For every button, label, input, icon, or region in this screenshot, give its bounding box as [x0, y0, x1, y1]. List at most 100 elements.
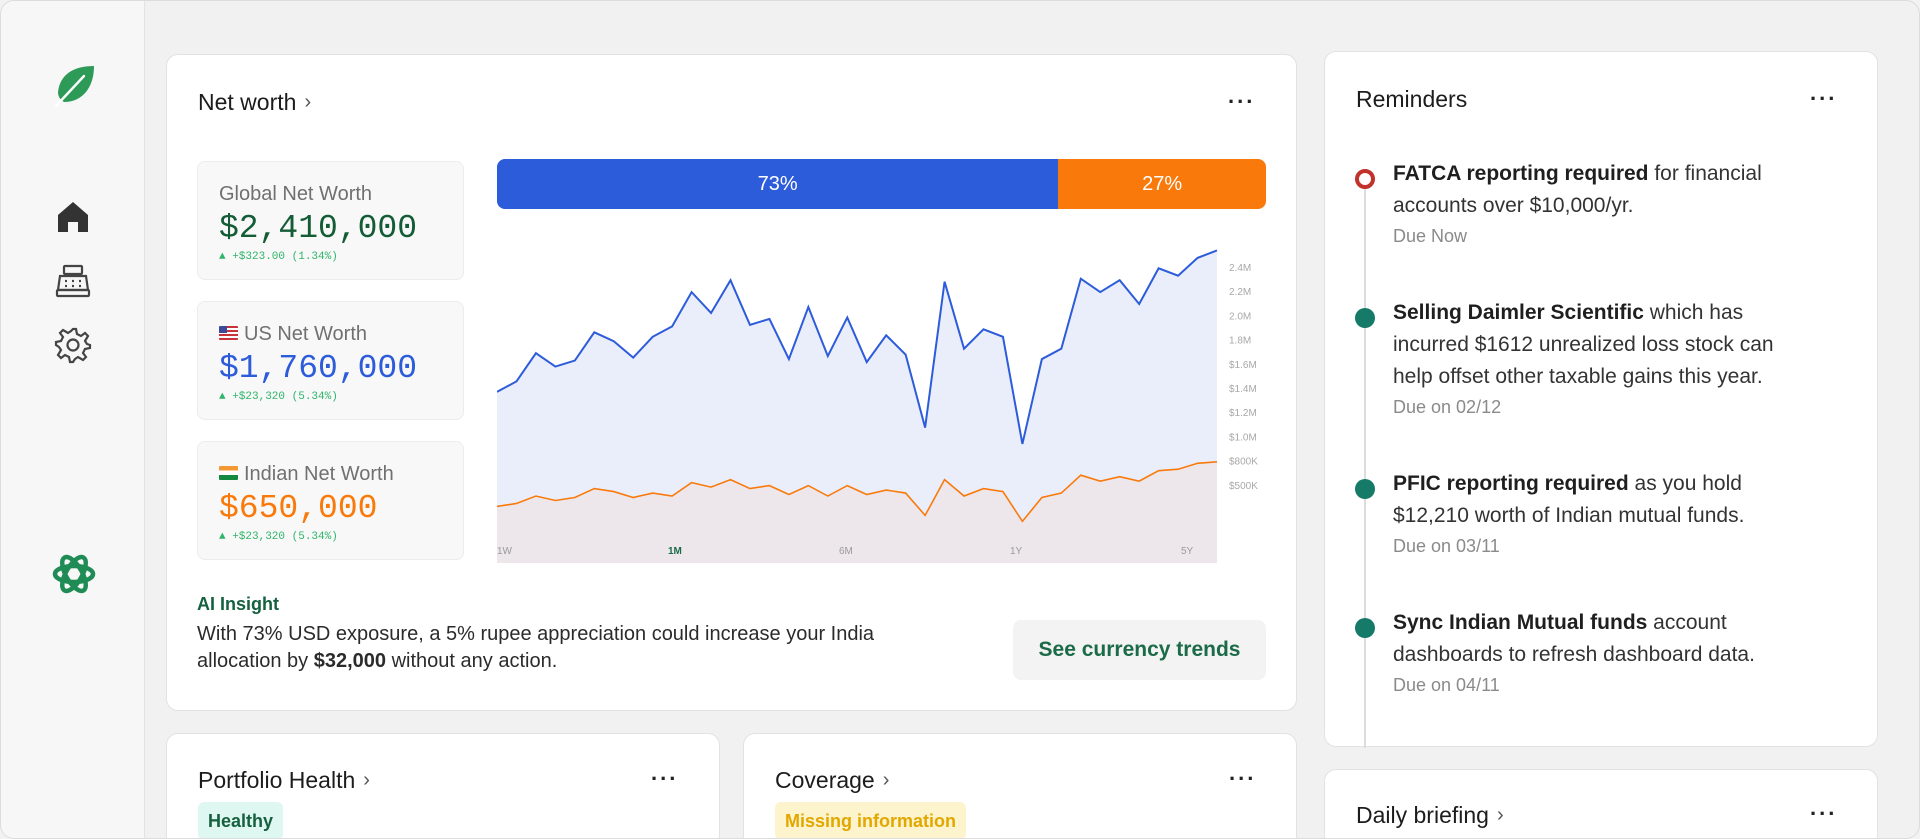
- india-net-worth-label: Indian Net Worth: [219, 463, 394, 486]
- portfolio-health-card: Portfolio Health › ... Healthy: [166, 733, 720, 838]
- portfolio-health-title-text: Portfolio Health: [198, 767, 356, 793]
- coverage-more-button[interactable]: ...: [1229, 760, 1257, 785]
- global-net-worth-value: $2,410,000: [219, 210, 418, 247]
- leaf-icon[interactable]: [51, 61, 99, 109]
- reminder-item[interactable]: Selling Daimler Scientific which has inc…: [1393, 297, 1813, 418]
- usd-share-segment[interactable]: 73%: [497, 159, 1059, 209]
- chevron-right-icon: ›: [1496, 804, 1504, 826]
- y-tick-label: $1.2M: [1229, 408, 1257, 419]
- global-net-worth-label: Global Net Worth: [219, 183, 373, 205]
- reminder-item[interactable]: PFIC reporting required as you hold $12,…: [1393, 468, 1813, 557]
- insight-text-part2: without any action.: [386, 650, 558, 672]
- reminder-text: FATCA reporting required for financial a…: [1393, 158, 1813, 222]
- sidebar: [1, 1, 145, 838]
- india-net-worth-label-text: Indian Net Worth: [244, 463, 394, 485]
- cash-register-icon[interactable]: [53, 261, 93, 301]
- x-range-label[interactable]: 1W: [497, 546, 513, 557]
- reminders-more-button[interactable]: ...: [1810, 80, 1838, 105]
- reminder-bold: PFIC reporting required: [1393, 472, 1629, 495]
- us-net-worth-delta: ▲ +$23,320 (5.34%): [219, 391, 338, 403]
- knot-icon[interactable]: [49, 549, 99, 599]
- global-net-worth-delta: ▲ +$323.00 (1.34%): [219, 251, 338, 263]
- reminder-bold: FATCA reporting required: [1393, 162, 1649, 185]
- us-net-worth-label: US Net Worth: [219, 323, 367, 346]
- x-range-label[interactable]: 5Y: [1181, 546, 1194, 557]
- daily-briefing-title[interactable]: Daily briefing ›: [1356, 802, 1504, 829]
- global-net-worth-box: Global Net Worth $2,410,000 ▲ +$323.00 (…: [197, 161, 464, 280]
- chevron-right-icon: ›: [882, 769, 890, 791]
- insight-text-part1: With 73% USD exposure, a 5% rupee apprec…: [197, 623, 875, 672]
- reminder-item[interactable]: FATCA reporting required for financial a…: [1393, 158, 1813, 247]
- coverage-title-text: Coverage: [775, 767, 875, 793]
- global-delta-text: +$323.00 (1.34%): [232, 251, 338, 263]
- reminder-body: which has incurred $1612 unrealized loss…: [1393, 301, 1774, 388]
- reminder-due: Due on 04/11: [1393, 675, 1500, 695]
- coverage-card: Coverage › ... Missing information: [743, 733, 1297, 838]
- india-area-fill: [497, 461, 1217, 563]
- net-worth-more-button[interactable]: ...: [1228, 83, 1256, 108]
- india-series-line: [497, 460, 1218, 523]
- net-worth-card: Net worth › ... Global Net Worth $2,410,…: [166, 54, 1297, 711]
- reminder-text: Sync Indian Mutual funds account dashboa…: [1393, 607, 1813, 671]
- net-worth-chart: 2.4M 2.2M 2.0M 1.8M $1.6M $1.4M $1.2M $1.0M $800…: [497, 249, 1258, 563]
- reminder-due: Due on 02/12: [1393, 397, 1502, 417]
- x-range-label[interactable]: 1M: [668, 546, 682, 557]
- us-area-fill: [497, 250, 1217, 563]
- reminder-bold: Sync Indian Mutual funds: [1393, 611, 1648, 634]
- us-net-worth-label-text: US Net Worth: [244, 323, 367, 345]
- reminder-body: as you hold $12,210 worth of Indian mutu…: [1393, 472, 1745, 527]
- gear-icon[interactable]: [53, 325, 93, 365]
- coverage-title[interactable]: Coverage ›: [775, 767, 889, 794]
- insight-amount: $32,000: [313, 650, 387, 672]
- y-tick-label: $1.4M: [1229, 384, 1257, 395]
- up-arrow-icon: ▲: [219, 251, 233, 263]
- y-tick-label: 2.4M: [1229, 263, 1251, 274]
- status-dot: [1355, 308, 1375, 328]
- reminders-title: Reminders: [1356, 86, 1468, 112]
- see-currency-trends-button[interactable]: See currency trends: [1013, 620, 1266, 680]
- daily-briefing-title-text: Daily briefing: [1356, 802, 1489, 828]
- portfolio-health-title[interactable]: Portfolio Health ›: [198, 767, 370, 794]
- portfolio-health-more-button[interactable]: ...: [651, 760, 679, 785]
- india-flag-icon: [219, 466, 238, 480]
- chevron-right-icon: ›: [363, 769, 370, 791]
- reminder-text: PFIC reporting required as you hold $12,…: [1393, 468, 1813, 532]
- healthy-badge: Healthy: [198, 802, 284, 838]
- reminder-bold: Selling Daimler Scientific: [1393, 301, 1644, 324]
- currency-split-bar: 73% 27%: [497, 159, 1266, 209]
- us-flag-icon: [219, 326, 238, 340]
- status-dot: [1355, 479, 1375, 499]
- inr-share-segment[interactable]: 27%: [1058, 159, 1266, 209]
- urgent-status-dot: [1355, 169, 1375, 189]
- status-dot: [1355, 618, 1375, 638]
- y-tick-label: 2.2M: [1229, 287, 1251, 298]
- reminders-card: Reminders ... FATCA reporting required f…: [1324, 51, 1878, 748]
- y-tick-label: $1.6M: [1229, 360, 1257, 371]
- missing-information-badge: Missing information: [775, 802, 966, 838]
- chevron-right-icon: ›: [304, 91, 312, 113]
- up-arrow-icon: ▲: [219, 391, 233, 403]
- y-tick-label: $1.0M: [1229, 432, 1257, 443]
- up-arrow-icon: ▲: [219, 531, 233, 543]
- reminder-due: Due Now: [1393, 226, 1468, 246]
- india-net-worth-delta: ▲ +$23,320 (5.34%): [219, 531, 338, 543]
- net-worth-title[interactable]: Net worth ›: [198, 89, 311, 116]
- us-delta-text: +$23,320 (5.34%): [232, 391, 338, 403]
- home-icon[interactable]: [53, 197, 93, 237]
- reminder-body: account dashboards to refresh dashboard …: [1393, 611, 1755, 666]
- ai-insight-text: With 73% USD exposure, a 5% rupee apprec…: [197, 621, 937, 675]
- reminder-item[interactable]: Sync Indian Mutual funds account dashboa…: [1393, 607, 1813, 696]
- net-worth-title-text: Net worth: [198, 89, 297, 115]
- daily-briefing-more-button[interactable]: ...: [1810, 795, 1838, 820]
- x-range-label[interactable]: 1Y: [1010, 546, 1023, 557]
- ai-insight-title: AI Insight: [197, 594, 279, 614]
- reminder-body: for financial accounts over $10,000/yr.: [1393, 162, 1762, 217]
- india-delta-text: +$23,320 (5.34%): [232, 531, 338, 543]
- reminders-timeline-line: [1364, 178, 1366, 748]
- y-tick-label: $800K: [1229, 457, 1258, 468]
- us-net-worth-box: US Net Worth $1,760,000 ▲ +$23,320 (5.34…: [197, 301, 464, 420]
- reminder-text: Selling Daimler Scientific which has inc…: [1393, 297, 1813, 393]
- reminder-due: Due on 03/11: [1393, 536, 1500, 556]
- x-range-label[interactable]: 6M: [839, 546, 853, 557]
